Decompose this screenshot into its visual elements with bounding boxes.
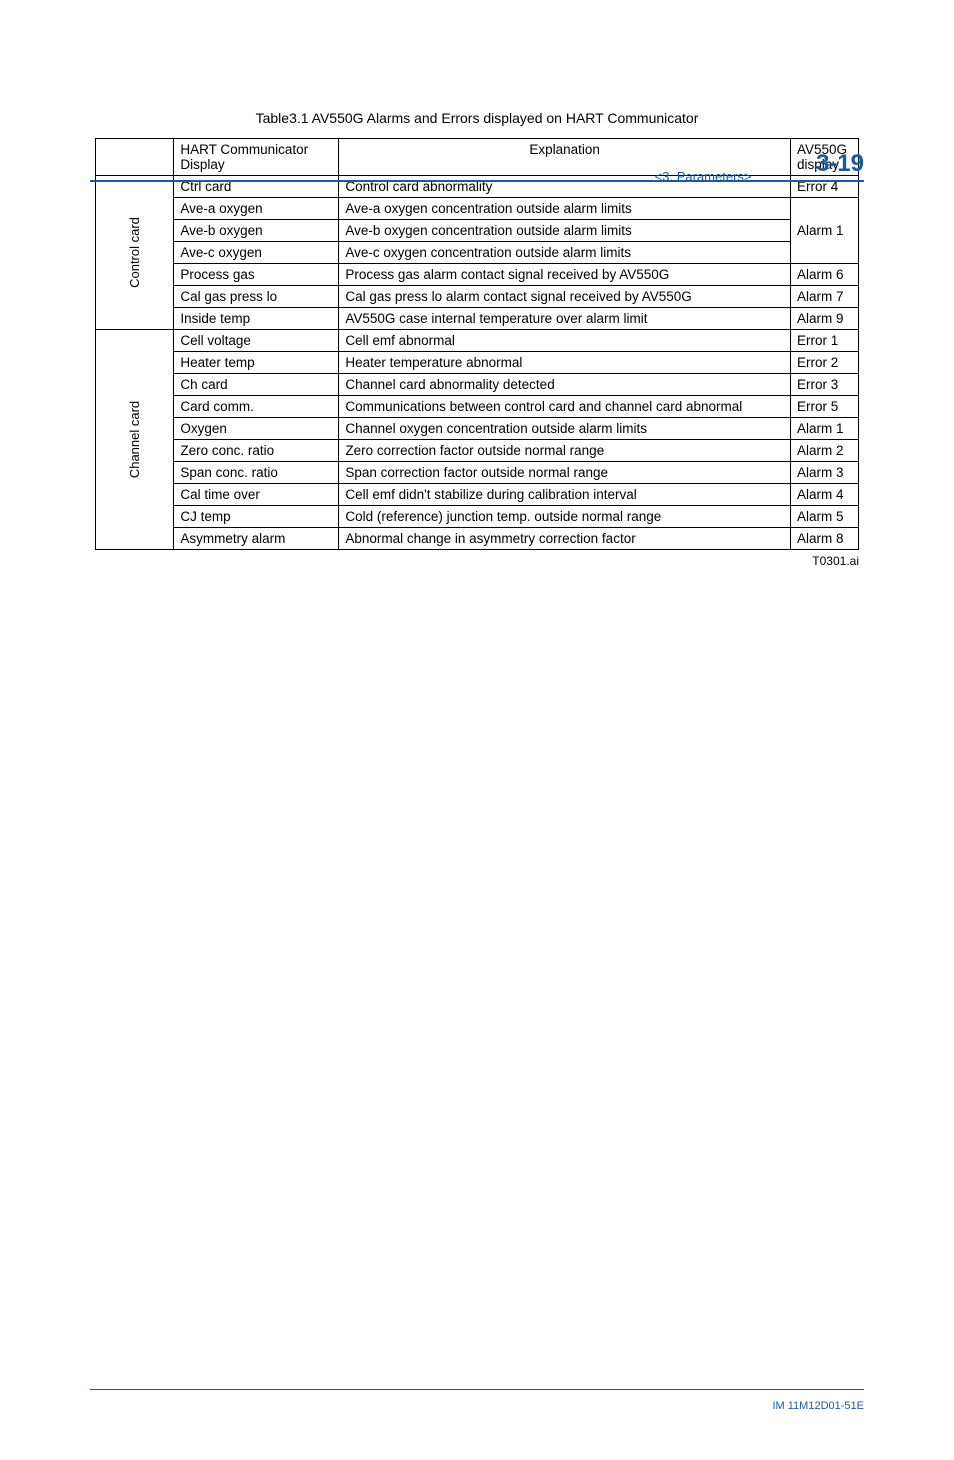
cell-explanation: Zero correction factor outside normal ra… xyxy=(339,440,791,462)
col-header-hart: HART CommunicatorDisplay xyxy=(174,139,339,176)
page-header: <3. Parameters> 3-19 xyxy=(655,150,864,178)
cell-explanation: Channel oxygen concentration outside ala… xyxy=(339,418,791,440)
table-row: OxygenChannel oxygen concentration outsi… xyxy=(96,418,859,440)
cell-explanation: Ave-b oxygen concentration outside alarm… xyxy=(339,220,791,242)
table-row: Asymmetry alarmAbnormal change in asymme… xyxy=(96,528,859,550)
table-row: Zero conc. ratioZero correction factor o… xyxy=(96,440,859,462)
header-rule xyxy=(90,180,864,182)
cell-display: Alarm 1 xyxy=(791,418,859,440)
cell-hart: Ch card xyxy=(174,374,339,396)
cell-explanation: Cold (reference) junction temp. outside … xyxy=(339,506,791,528)
cell-explanation: Process gas alarm contact signal receive… xyxy=(339,264,791,286)
cell-explanation: Communications between control card and … xyxy=(339,396,791,418)
table-row: Ave-a oxygenAve-a oxygen concentration o… xyxy=(96,198,859,220)
cell-display: Alarm 7 xyxy=(791,286,859,308)
table-row: Process gasProcess gas alarm contact sig… xyxy=(96,264,859,286)
cell-hart: Heater temp xyxy=(174,352,339,374)
cell-display: Alarm 3 xyxy=(791,462,859,484)
cell-hart: Span conc. ratio xyxy=(174,462,339,484)
cell-hart: Inside temp xyxy=(174,308,339,330)
table-row: Ch cardChannel card abnormality detected… xyxy=(96,374,859,396)
cell-display: Error 1 xyxy=(791,330,859,352)
cell-hart: Asymmetry alarm xyxy=(174,528,339,550)
cell-display: Alarm 2 xyxy=(791,440,859,462)
cell-display: Error 4 xyxy=(791,176,859,198)
table-container: HART CommunicatorDisplayExplanationAV550… xyxy=(95,138,859,550)
cell-explanation: Ave-c oxygen concentration outside alarm… xyxy=(339,242,791,264)
footer-rule xyxy=(90,1389,864,1390)
table-row: Heater tempHeater temperature abnormalEr… xyxy=(96,352,859,374)
cell-display: Error 5 xyxy=(791,396,859,418)
table-row: Channel cardCell voltageCell emf abnorma… xyxy=(96,330,859,352)
cell-explanation: Span correction factor outside normal ra… xyxy=(339,462,791,484)
cell-explanation: Ave-a oxygen concentration outside alarm… xyxy=(339,198,791,220)
table-caption: Table3.1 AV550G Alarms and Errors displa… xyxy=(0,110,954,126)
table-row: Cal time overCell emf didn't stabilize d… xyxy=(96,484,859,506)
table-row: Inside tempAV550G case internal temperat… xyxy=(96,308,859,330)
cell-hart: Ave-c oxygen xyxy=(174,242,339,264)
cell-explanation: Heater temperature abnormal xyxy=(339,352,791,374)
cell-display: Alarm 8 xyxy=(791,528,859,550)
cell-display: Alarm 9 xyxy=(791,308,859,330)
cell-display: Alarm 4 xyxy=(791,484,859,506)
page-number: 3-19 xyxy=(816,150,864,178)
cell-display: Error 3 xyxy=(791,374,859,396)
cell-explanation: Cal gas press lo alarm contact signal re… xyxy=(339,286,791,308)
cell-display: Alarm 5 xyxy=(791,506,859,528)
cell-hart: Process gas xyxy=(174,264,339,286)
cell-hart: Cal gas press lo xyxy=(174,286,339,308)
cell-hart: Cal time over xyxy=(174,484,339,506)
table-footnote: T0301.ai xyxy=(0,554,859,568)
table-row: Ave-b oxygenAve-b oxygen concentration o… xyxy=(96,220,859,242)
cell-hart: Ave-a oxygen xyxy=(174,198,339,220)
cell-hart: Ave-b oxygen xyxy=(174,220,339,242)
table-row: Cal gas press loCal gas press lo alarm c… xyxy=(96,286,859,308)
table-row: Span conc. ratioSpan correction factor o… xyxy=(96,462,859,484)
cell-explanation: AV550G case internal temperature over al… xyxy=(339,308,791,330)
cell-display: Alarm 6 xyxy=(791,264,859,286)
cell-hart: Cell voltage xyxy=(174,330,339,352)
footer-docid: IM 11M12D01-51E xyxy=(772,1400,864,1412)
cell-hart: Ctrl card xyxy=(174,176,339,198)
header-spacer xyxy=(96,139,174,176)
cell-explanation: Abnormal change in asymmetry correction … xyxy=(339,528,791,550)
cell-display: Alarm 1 xyxy=(791,198,859,264)
cell-explanation: Cell emf didn't stabilize during calibra… xyxy=(339,484,791,506)
cell-hart: CJ temp xyxy=(174,506,339,528)
group-label: Channel card xyxy=(96,330,174,550)
cell-explanation: Channel card abnormality detected xyxy=(339,374,791,396)
cell-hart: Zero conc. ratio xyxy=(174,440,339,462)
table-row: Ave-c oxygenAve-c oxygen concentration o… xyxy=(96,242,859,264)
cell-explanation: Cell emf abnormal xyxy=(339,330,791,352)
cell-hart: Card comm. xyxy=(174,396,339,418)
table-row: Card comm.Communications between control… xyxy=(96,396,859,418)
cell-display: Error 2 xyxy=(791,352,859,374)
cell-hart: Oxygen xyxy=(174,418,339,440)
alarms-table: HART CommunicatorDisplayExplanationAV550… xyxy=(95,138,859,550)
group-label: Control card xyxy=(96,176,174,330)
table-row: CJ tempCold (reference) junction temp. o… xyxy=(96,506,859,528)
